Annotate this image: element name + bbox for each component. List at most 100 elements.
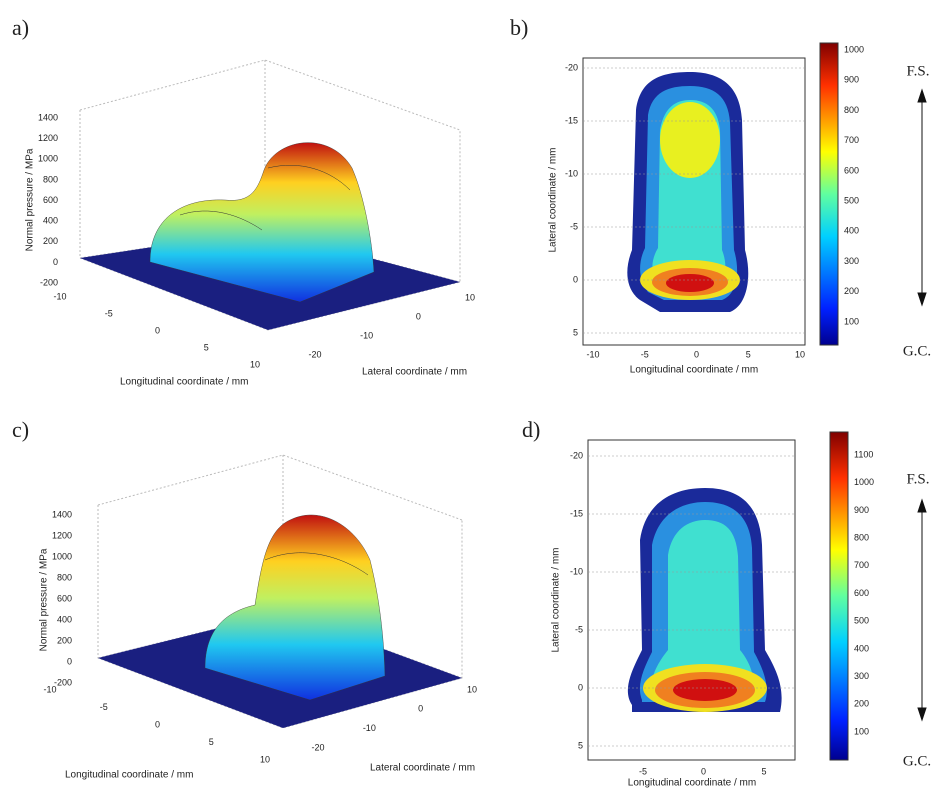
colorbar-tick-label: 600 [854, 588, 869, 598]
colorbar-tick-label: 600 [844, 165, 859, 175]
tick-label: 0 [573, 274, 578, 284]
colorbar-tick-label: 400 [854, 643, 869, 653]
tick-label: -5 [575, 624, 583, 634]
tick-label: 5 [578, 740, 583, 750]
axis-label: Longitudinal coordinate / mm [65, 770, 193, 781]
axis-label: Lateral coordinate / mm [548, 147, 559, 252]
axis-label: Longitudinal coordinate / mm [628, 778, 756, 788]
colorbar-tick-label: 1000 [854, 477, 874, 487]
axis-label: Lateral coordinate / mm [551, 547, 562, 652]
colorbar-tick-label: 400 [844, 226, 859, 236]
colorbar-tick-label: 900 [844, 75, 859, 85]
tick-label: 0 [155, 719, 160, 729]
tick-label: 400 [57, 614, 72, 624]
tick-label: -20 [565, 62, 578, 72]
tick-label: -15 [570, 508, 583, 518]
colorbar-tick-label: 500 [844, 195, 859, 205]
tick-label: 1400 [38, 112, 58, 122]
tick-label: 0 [416, 311, 421, 321]
tick-label: 10 [467, 684, 477, 694]
tick-label: 600 [57, 593, 72, 603]
colorbar-tick-label: 700 [844, 135, 859, 145]
tick-label: -5 [641, 349, 649, 359]
tick-label: 10 [260, 754, 270, 764]
tick-label: -10 [53, 291, 66, 301]
tick-label: 10 [250, 359, 260, 369]
colorbar-tick-label: 1100 [854, 449, 873, 459]
colorbar-tick-label: 800 [854, 532, 869, 542]
tick-label: -20 [308, 349, 321, 359]
tick-label: -10 [586, 349, 599, 359]
tick-label: 0 [67, 656, 72, 666]
tick-label: -5 [100, 702, 108, 712]
direction-label: G.C. [903, 343, 931, 359]
axis-label: Longitudinal coordinate / mm [120, 377, 248, 388]
colorbar-tick-label: 200 [854, 699, 869, 709]
tick-label: 800 [43, 174, 58, 184]
panel-label: d) [522, 417, 540, 442]
tick-label: 0 [694, 349, 699, 359]
tick-label: 0 [701, 766, 706, 776]
tick-label: 5 [761, 766, 766, 776]
tick-label: -10 [565, 168, 578, 178]
tick-label: -200 [54, 677, 72, 687]
tick-label: 1000 [38, 154, 58, 164]
tick-label: -5 [105, 308, 113, 318]
axis-label: Lateral coordinate / mm [362, 367, 467, 378]
tick-label: 10 [465, 292, 475, 302]
tick-label: -10 [360, 330, 373, 340]
colorbar-tick-label: 200 [844, 286, 859, 296]
colorbar-tick-label: 500 [854, 616, 869, 626]
colorbar-tick-label: 800 [844, 105, 859, 115]
direction-label: G.C. [903, 753, 931, 769]
tick-label: -10 [363, 723, 376, 733]
colorbar-tick-label: 300 [854, 671, 869, 681]
tick-label: 5 [204, 342, 209, 352]
tick-label: -15 [565, 115, 578, 125]
colorbar-tick-label: 700 [854, 560, 869, 570]
tick-label: 0 [578, 682, 583, 692]
tick-label: 10 [795, 349, 805, 359]
colorbar-tick-label: 900 [854, 505, 869, 515]
panel-label: c) [12, 417, 29, 442]
tick-label: -5 [570, 221, 578, 231]
direction-label: F.S. [907, 63, 930, 79]
direction-label: F.S. [907, 471, 930, 487]
tick-label: 1000 [52, 551, 72, 561]
tick-label: 0 [53, 257, 58, 267]
contour-plot-b [583, 43, 838, 345]
tick-label: 5 [746, 349, 751, 359]
direction-arrows [918, 90, 926, 720]
colorbar-tick-label: 300 [844, 256, 859, 266]
tick-label: 1200 [52, 530, 72, 540]
tick-label: 5 [573, 327, 578, 337]
colorbar-tick-label: 100 [854, 726, 869, 736]
panel-label: b) [510, 15, 528, 40]
tick-label: -20 [311, 742, 324, 752]
tick-label: -10 [43, 684, 56, 694]
axis-label: Longitudinal coordinate / mm [630, 365, 758, 376]
tick-label: -200 [40, 277, 58, 287]
tick-label: -5 [639, 766, 647, 776]
colorbar-tick-label: 1000 [844, 44, 864, 54]
tick-label: 0 [155, 325, 160, 335]
colorbar-tick-label: 100 [844, 316, 859, 326]
contour-plot-d [588, 432, 848, 760]
axis-label: Normal pressure / MPa [39, 548, 50, 651]
tick-label: 800 [57, 572, 72, 582]
tick-label: -10 [570, 566, 583, 576]
tick-label: -20 [570, 450, 583, 460]
axis-label: Lateral coordinate / mm [370, 763, 475, 774]
figure: a)Normal pressure / MPaLongitudinal coor… [0, 0, 950, 788]
tick-label: 5 [209, 737, 214, 747]
tick-label: 200 [43, 236, 58, 246]
tick-label: 200 [57, 635, 72, 645]
axis-label: Normal pressure / MPa [25, 148, 36, 251]
tick-label: 1200 [38, 133, 58, 143]
tick-label: 0 [418, 704, 423, 714]
tick-label: 600 [43, 195, 58, 205]
surface-plot-a [80, 60, 460, 330]
surface-plot-c [98, 455, 462, 728]
tick-label: 400 [43, 216, 58, 226]
tick-label: 1400 [52, 509, 72, 519]
